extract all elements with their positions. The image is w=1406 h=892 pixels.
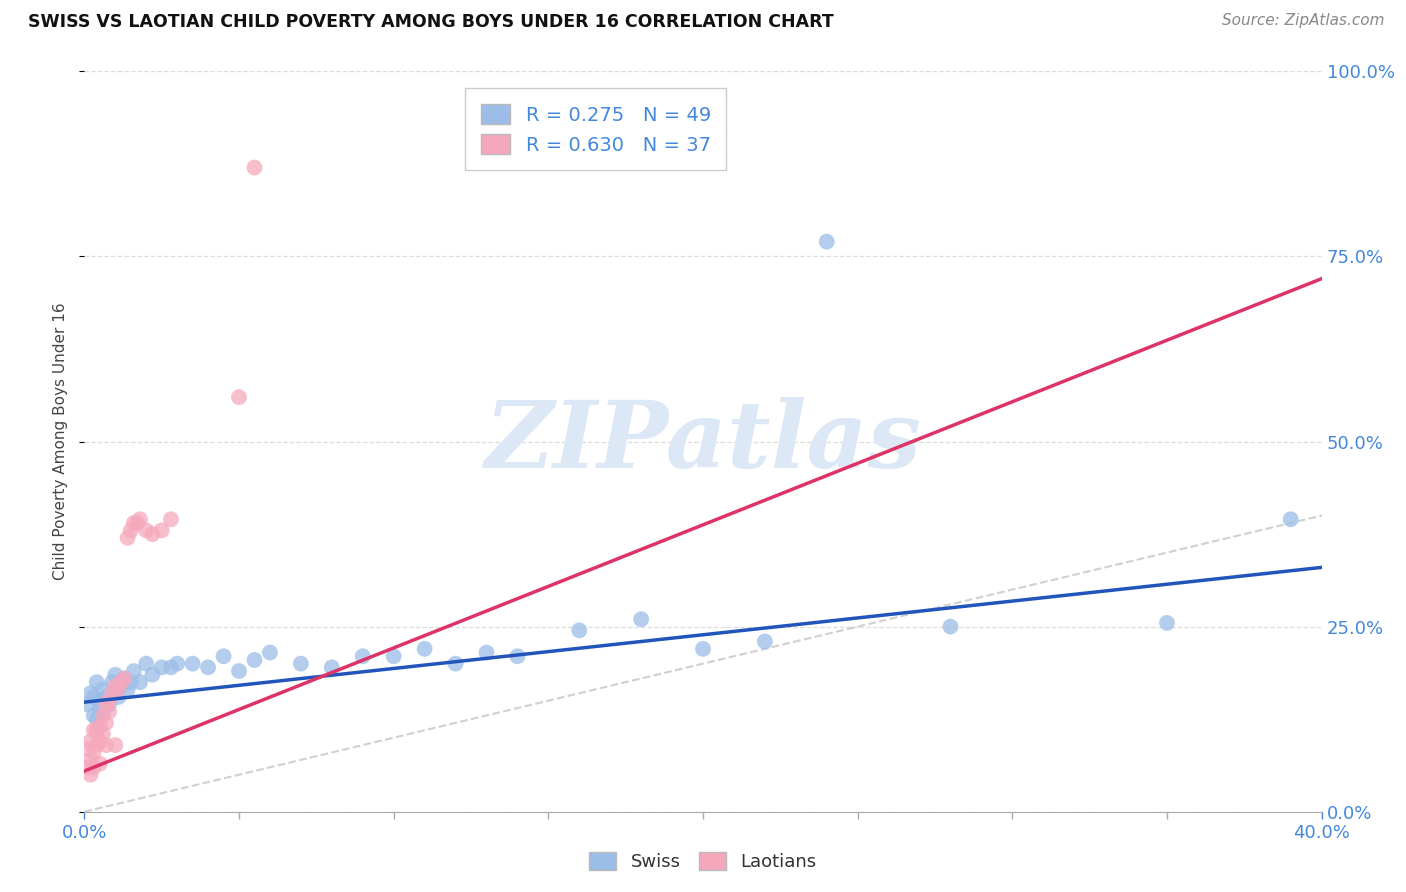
Laotians bbox=[89, 734, 111, 748]
Swiss bbox=[382, 649, 405, 664]
Swiss bbox=[692, 641, 714, 656]
Swiss bbox=[166, 657, 188, 671]
Laotians bbox=[114, 672, 136, 686]
Laotians bbox=[98, 694, 121, 708]
Laotians bbox=[86, 738, 108, 752]
Laotians bbox=[94, 738, 117, 752]
Swiss bbox=[79, 686, 101, 700]
Swiss bbox=[117, 682, 139, 697]
Swiss bbox=[86, 675, 108, 690]
Laotians bbox=[83, 746, 105, 760]
Laotians bbox=[160, 512, 183, 526]
Laotians bbox=[101, 686, 124, 700]
Swiss bbox=[413, 641, 436, 656]
Swiss bbox=[98, 698, 121, 712]
Text: Source: ZipAtlas.com: Source: ZipAtlas.com bbox=[1222, 13, 1385, 29]
Swiss bbox=[197, 660, 219, 674]
Laotians bbox=[228, 390, 250, 404]
Swiss bbox=[150, 660, 173, 674]
Laotians bbox=[122, 516, 145, 530]
Swiss bbox=[91, 682, 114, 697]
Laotians bbox=[125, 516, 148, 530]
Swiss bbox=[94, 690, 117, 704]
Swiss bbox=[104, 667, 127, 681]
Swiss bbox=[76, 698, 98, 712]
Swiss bbox=[1156, 615, 1178, 630]
Swiss bbox=[120, 675, 142, 690]
Laotians bbox=[110, 675, 132, 690]
Swiss bbox=[290, 657, 312, 671]
Laotians bbox=[86, 723, 108, 738]
Swiss bbox=[754, 634, 776, 648]
Laotians bbox=[120, 524, 142, 538]
Swiss bbox=[630, 612, 652, 626]
Laotians bbox=[129, 512, 152, 526]
Swiss bbox=[160, 660, 183, 674]
Laotians bbox=[135, 524, 157, 538]
Swiss bbox=[101, 675, 124, 690]
Laotians bbox=[98, 705, 121, 719]
Laotians bbox=[91, 727, 114, 741]
Laotians bbox=[91, 708, 114, 723]
Laotians bbox=[76, 760, 98, 774]
Swiss bbox=[444, 657, 467, 671]
Legend: R = 0.275   N = 49, R = 0.630   N = 37: R = 0.275 N = 49, R = 0.630 N = 37 bbox=[465, 88, 727, 170]
Swiss bbox=[107, 690, 129, 704]
Swiss bbox=[86, 712, 108, 726]
Swiss bbox=[939, 619, 962, 633]
Laotians bbox=[83, 760, 105, 774]
Laotians bbox=[141, 527, 163, 541]
Laotians bbox=[79, 734, 101, 748]
Swiss bbox=[181, 657, 204, 671]
Swiss bbox=[1279, 512, 1302, 526]
Swiss bbox=[89, 694, 111, 708]
Swiss bbox=[228, 664, 250, 678]
Swiss bbox=[135, 657, 157, 671]
Swiss bbox=[122, 664, 145, 678]
Laotians bbox=[150, 524, 173, 538]
Swiss bbox=[141, 667, 163, 681]
Laotians bbox=[76, 741, 98, 756]
Swiss bbox=[243, 653, 266, 667]
Laotians bbox=[104, 738, 127, 752]
Laotians bbox=[104, 679, 127, 693]
Swiss bbox=[83, 690, 105, 704]
Swiss bbox=[321, 660, 343, 674]
Laotians bbox=[89, 756, 111, 771]
Swiss bbox=[110, 679, 132, 693]
Laotians bbox=[94, 698, 117, 712]
Text: ZIPatlas: ZIPatlas bbox=[485, 397, 921, 486]
Laotians bbox=[243, 161, 266, 175]
Swiss bbox=[212, 649, 235, 664]
Swiss bbox=[91, 705, 114, 719]
Y-axis label: Child Poverty Among Boys Under 16: Child Poverty Among Boys Under 16 bbox=[53, 302, 69, 581]
Laotians bbox=[94, 715, 117, 730]
Swiss bbox=[114, 672, 136, 686]
Legend: Swiss, Laotians: Swiss, Laotians bbox=[582, 845, 824, 879]
Swiss bbox=[259, 646, 281, 660]
Swiss bbox=[129, 675, 152, 690]
Swiss bbox=[568, 624, 591, 638]
Text: SWISS VS LAOTIAN CHILD POVERTY AMONG BOYS UNDER 16 CORRELATION CHART: SWISS VS LAOTIAN CHILD POVERTY AMONG BOY… bbox=[28, 13, 834, 31]
Swiss bbox=[89, 701, 111, 715]
Swiss bbox=[506, 649, 529, 664]
Swiss bbox=[104, 686, 127, 700]
Swiss bbox=[352, 649, 374, 664]
Laotians bbox=[83, 723, 105, 738]
Laotians bbox=[79, 767, 101, 781]
Laotians bbox=[89, 720, 111, 734]
Swiss bbox=[475, 646, 498, 660]
Laotians bbox=[79, 753, 101, 767]
Laotians bbox=[107, 682, 129, 697]
Swiss bbox=[815, 235, 838, 249]
Swiss bbox=[83, 708, 105, 723]
Laotians bbox=[117, 531, 139, 545]
